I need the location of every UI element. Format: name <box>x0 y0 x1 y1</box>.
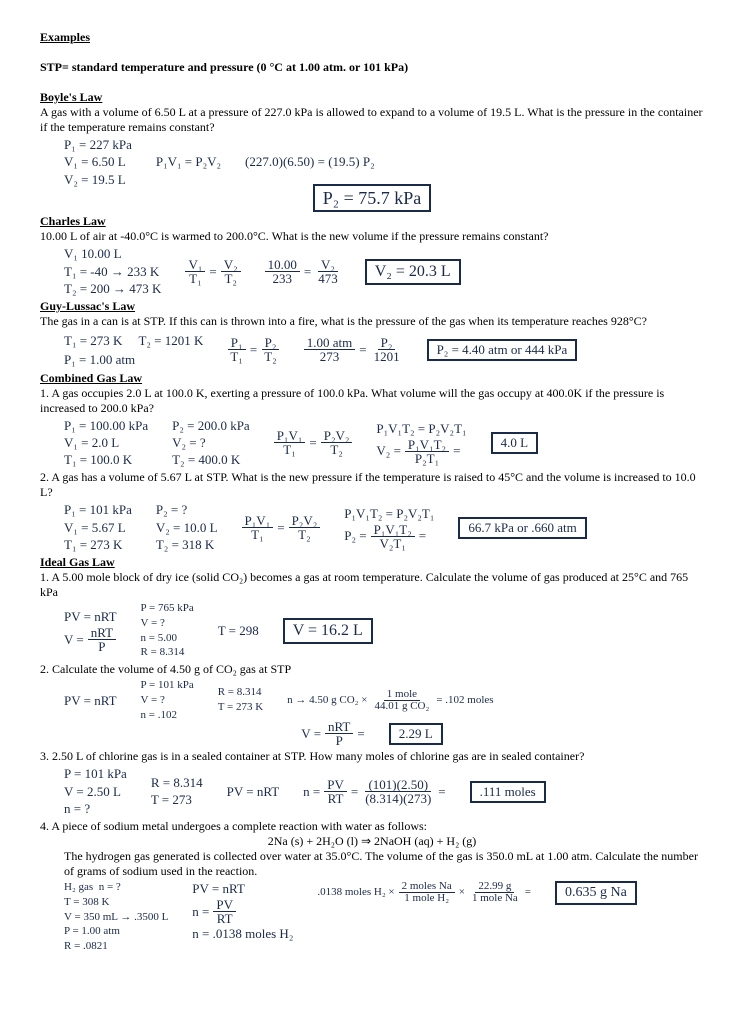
comb-b-t2: T₂ = 318 K <box>156 537 218 553</box>
ideal-a-p: P = 765 kPa <box>141 602 194 616</box>
comb-p1: 1. A gas occupies 2.0 L at 100.0 K, exer… <box>40 386 704 416</box>
ideal-heading: Ideal Gas Law <box>40 555 704 570</box>
gl-formula: P₁T₁ = P₂T₂ <box>227 336 279 363</box>
boyle-calc: (227.0)(6.50) = (19.5) P₂ <box>245 154 375 170</box>
ideal-b-r: R = 8.314 <box>218 686 263 700</box>
comb-a-big: P₁V₁T₂ = P₂V₂T₁ <box>376 421 466 437</box>
ideal-b-conv: n → 4.50 g CO₂ × 1 mole44.01 g CO₂ = .10… <box>287 689 493 712</box>
ideal-c-ans: .111 moles <box>470 781 546 803</box>
ideal-d-t: T = 308 K <box>64 896 168 910</box>
comb-b-t1: T₁ = 273 K <box>64 537 132 553</box>
comb-b-v1: V₁ = 5.67 L <box>64 520 132 536</box>
ideal-c-p: P = 101 kPa <box>64 766 127 782</box>
comb-a-p1: P₁ = 100.00 kPa <box>64 418 148 434</box>
comb-a-t2: T₂ = 400.0 K <box>172 452 250 468</box>
comb-a-v1: V₁ = 2.0 L <box>64 435 148 451</box>
ideal-c-t: T = 273 <box>151 792 203 808</box>
ideal-c-n: n = ? <box>64 801 127 817</box>
comb-a-v2eq: V₂ = P₁V₁T₂P₂T₁ = <box>376 438 466 465</box>
charles-problem: 10.00 L of air at -40.0°C is warmed to 2… <box>40 229 704 244</box>
ideal-b-p: P = 101 kPa <box>141 679 194 693</box>
charles-formula: V₁T₁ = V₂T₂ <box>185 258 240 285</box>
stp-definition: STP= standard temperature and pressure (… <box>40 60 704 75</box>
comb-a-ans: 4.0 L <box>491 432 538 454</box>
ideal-b-eq: PV = nRT <box>64 693 117 709</box>
boyle-heading: Boyle's Law <box>40 90 704 105</box>
comb-b-formula: P₁V₁T₁ = P₂V₂T₂ <box>242 514 321 541</box>
comb-b-ans: 66.7 kPa or .660 atm <box>458 517 586 539</box>
page-title: Examples <box>40 30 704 45</box>
gl-calc: 1.00 atm273 = P₂1201 <box>304 336 403 363</box>
ideal-d-neq: n = PVRT <box>192 898 293 925</box>
ideal-b-veq: V = nRTP = <box>301 720 364 747</box>
comb-b-p1: P₁ = 101 kPa <box>64 502 132 518</box>
ideal-p4-eq: 2Na (s) + 2H₂O (l) ⇒ 2NaOH (aq) + H₂ (g) <box>40 834 704 849</box>
gl-heading: Guy-Lussac's Law <box>40 299 704 314</box>
ideal-a-v: V = ? <box>141 617 194 631</box>
ideal-p2: 2. Calculate the volume of 4.50 g of CO₂… <box>40 662 704 677</box>
boyle-answer: P₂ = 75.7 kPa <box>313 184 431 213</box>
ideal-d-v: V = 350 mL → .3500 L <box>64 911 168 925</box>
ideal-p4-text2: The hydrogen gas generated is collected … <box>64 849 704 879</box>
ideal-d-r: R = .0821 <box>64 940 168 954</box>
comb-a-t1: T₁ = 100.0 K <box>64 452 148 468</box>
ideal-a-t: T = 298 <box>218 623 259 639</box>
ideal-d-eq: PV = nRT <box>192 881 293 897</box>
gl-t1: T₁ = 273 K <box>64 333 122 349</box>
boyle-v2: V₂ = 19.5 L <box>64 172 132 188</box>
ideal-b-t: T = 273 K <box>218 701 263 715</box>
ideal-a-n: n = 5.00 <box>141 632 194 646</box>
ideal-a-ans: V = 16.2 L <box>283 618 373 644</box>
charles-t1: T₁ = -40 → 233 K <box>64 264 161 280</box>
comb-p2: 2. A gas has a volume of 5.67 L at STP. … <box>40 470 704 500</box>
ideal-d-p: P = 1.00 atm <box>64 925 168 939</box>
ideal-c-neq: n = PVRT = (101)(2.50)(8.314)(273) = <box>303 778 445 805</box>
ideal-p1: 1. A 5.00 mole block of dry ice (solid C… <box>40 570 704 600</box>
charles-heading: Charles Law <box>40 214 704 229</box>
boyle-eqn: P₁V₁ = P₂V₂ <box>156 154 221 170</box>
ideal-d-ans: 0.635 g Na <box>555 881 637 905</box>
charles-calc: 10.00233 = V₂473 <box>265 258 341 285</box>
comb-a-formula: P₁V₁T₁ = P₂V₂T₂ <box>274 429 353 456</box>
ideal-a-r: R = 8.314 <box>141 646 194 660</box>
gl-t2: T₂ = 1201 K <box>138 333 203 349</box>
ideal-b-ans: 2.29 L <box>389 723 443 745</box>
ideal-b-n: n = .102 <box>141 709 194 723</box>
ideal-d-nval: n = .0138 moles H₂ <box>192 926 293 942</box>
comb-a-v2: V₂ = ? <box>172 435 250 451</box>
comb-b-p2: P₂ = ? <box>156 502 218 518</box>
ideal-d-conv: .0138 moles H₂ × 2 moles Na1 mole H₂ × 2… <box>317 881 531 904</box>
ideal-p3: 3. 2.50 L of chlorine gas is in a sealed… <box>40 749 704 764</box>
gl-p1: P₁ = 1.00 atm <box>64 352 203 368</box>
ideal-a-eq: PV = nRT <box>64 609 117 625</box>
ideal-c-r: R = 8.314 <box>151 775 203 791</box>
charles-v1: V₁ 10.00 L <box>64 246 161 262</box>
boyle-problem: A gas with a volume of 6.50 L at a press… <box>40 105 704 135</box>
ideal-p4: 4. A piece of sodium metal undergoes a c… <box>40 819 704 834</box>
comb-b-p2eq: P₂ = P₁V₁T₂V₂T₁ = <box>344 523 434 550</box>
comb-b-v2: V₂ = 10.0 L <box>156 520 218 536</box>
boyle-p1: P₁ = 227 kPa <box>64 137 132 153</box>
gl-problem: The gas in a can is at STP. If this can … <box>40 314 704 329</box>
ideal-c-eq: PV = nRT <box>227 784 280 800</box>
ideal-b-v: V = ? <box>141 694 194 708</box>
comb-b-big: P₁V₁T₂ = P₂V₂T₁ <box>344 506 434 522</box>
boyle-v1: V₁ = 6.50 L <box>64 154 132 170</box>
comb-heading: Combined Gas Law <box>40 371 704 386</box>
gl-answer: P₂ = 4.40 atm or 444 kPa <box>427 339 578 361</box>
comb-a-p2: P₂ = 200.0 kPa <box>172 418 250 434</box>
charles-answer: V₂ = 20.3 L <box>365 259 461 285</box>
ideal-c-v: V = 2.50 L <box>64 784 127 800</box>
charles-t2: T₂ = 200 → 473 K <box>64 281 161 297</box>
ideal-a-vfrac: V = nRTP <box>64 626 117 653</box>
